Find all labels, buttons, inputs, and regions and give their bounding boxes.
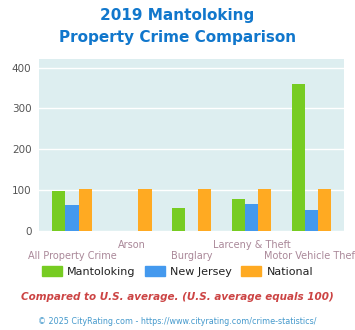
Text: Burglary: Burglary bbox=[171, 251, 212, 261]
Text: Property Crime Comparison: Property Crime Comparison bbox=[59, 30, 296, 45]
Text: © 2025 CityRating.com - https://www.cityrating.com/crime-statistics/: © 2025 CityRating.com - https://www.city… bbox=[38, 317, 317, 326]
Text: All Property Crime: All Property Crime bbox=[28, 251, 116, 261]
Bar bbox=[232, 199, 245, 231]
Text: Larceny & Theft: Larceny & Theft bbox=[213, 241, 290, 250]
Text: 2019 Mantoloking: 2019 Mantoloking bbox=[100, 8, 255, 23]
Bar bbox=[78, 189, 92, 231]
Bar bbox=[245, 205, 258, 231]
Text: Compared to U.S. average. (U.S. average equals 100): Compared to U.S. average. (U.S. average … bbox=[21, 292, 334, 302]
Bar bbox=[318, 189, 331, 231]
Bar bbox=[172, 208, 185, 231]
Legend: Mantoloking, New Jersey, National: Mantoloking, New Jersey, National bbox=[37, 261, 318, 281]
Bar bbox=[305, 210, 318, 231]
Text: Motor Vehicle Theft: Motor Vehicle Theft bbox=[264, 251, 355, 261]
Text: Arson: Arson bbox=[118, 241, 146, 250]
Bar bbox=[258, 189, 271, 231]
Bar bbox=[198, 189, 212, 231]
Bar bbox=[52, 191, 65, 231]
Bar bbox=[292, 84, 305, 231]
Bar bbox=[138, 189, 152, 231]
Bar bbox=[65, 205, 78, 231]
